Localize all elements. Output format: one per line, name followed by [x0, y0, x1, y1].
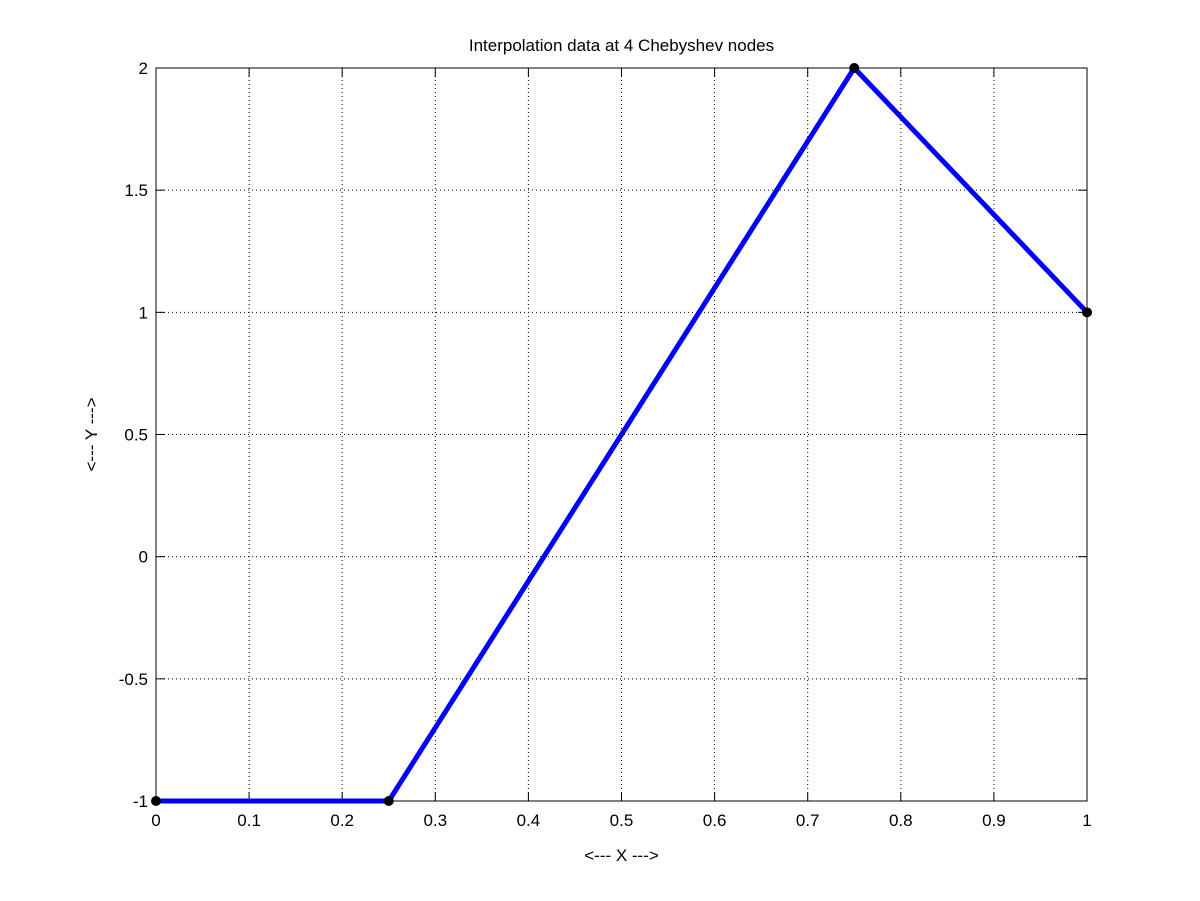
- data-point: [151, 796, 161, 806]
- series-layer: [151, 63, 1092, 806]
- x-tick-label: 0: [151, 811, 160, 830]
- y-tick-label: 0.5: [124, 426, 148, 445]
- x-tick-label: 0.3: [423, 811, 447, 830]
- y-tick-label: -0.5: [119, 670, 148, 689]
- ticks: 0 0.1 0.2 0.3 0.4 0.5 0.6 0.7 0.8 0.9 1 -1 -0.5 0 0.5 1…: [119, 59, 1092, 830]
- x-tick-label: 0.7: [796, 811, 820, 830]
- series-line: [153, 65, 1090, 804]
- x-axis-title: <--- X --->: [584, 846, 659, 865]
- x-tick-label: 1: [1082, 811, 1091, 830]
- x-tick-label: 0.6: [703, 811, 727, 830]
- x-tick-label: 0.5: [610, 811, 634, 830]
- y-tick-label: -1: [133, 792, 148, 811]
- y-tick-label: 2: [139, 59, 148, 78]
- x-tick-label: 0.1: [237, 811, 261, 830]
- y-tick-label: 1.5: [124, 181, 148, 200]
- data-point: [383, 796, 394, 806]
- x-tick-label: 0.9: [982, 811, 1006, 830]
- chart-title: Interpolation data at 4 Chebyshev nodes: [469, 36, 774, 55]
- y-tick-label: 0: [139, 548, 148, 567]
- x-tick-label: 0.4: [517, 811, 541, 830]
- y-tick-label: 1: [139, 303, 148, 322]
- x-tick-label: 0.2: [330, 811, 354, 830]
- x-tick-label: 0.8: [889, 811, 913, 830]
- y-axis-title: <--- Y --->: [82, 397, 101, 471]
- data-point: [849, 63, 860, 73]
- data-point: [1082, 307, 1092, 318]
